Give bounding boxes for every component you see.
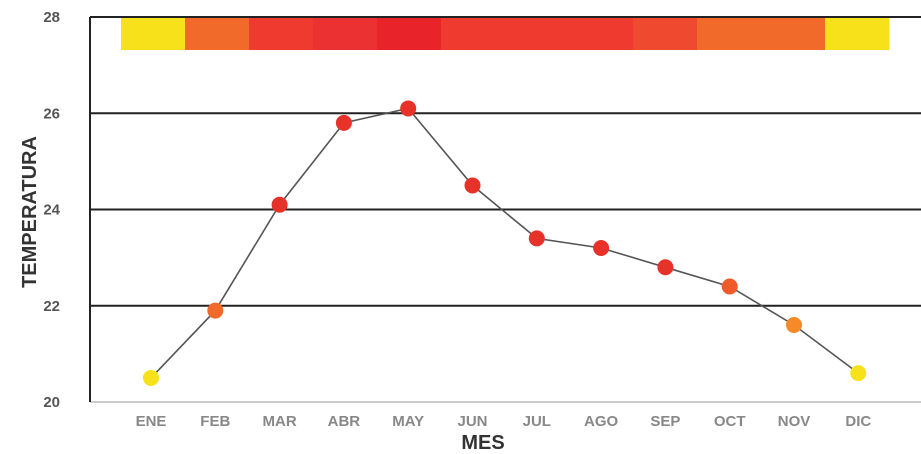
x-tick-feb: FEB (200, 413, 230, 430)
heat-band-cell-nov (761, 17, 826, 50)
x-tick-jul: JUL (523, 413, 551, 430)
y-tick-26: 26 (43, 105, 60, 122)
series-line (150, 107, 859, 379)
data-point-dic (850, 365, 867, 382)
x-tick-jun: JUN (457, 413, 487, 430)
heat-band (121, 17, 890, 50)
data-point-nov (786, 317, 802, 333)
data-point-abr (335, 114, 352, 131)
x-tick-sep: SEP (650, 413, 680, 430)
y-tick-22: 22 (43, 298, 60, 315)
grid-lines (90, 16, 921, 403)
x-axis-title: MES (461, 432, 504, 454)
x-tick-nov: NOV (778, 413, 811, 430)
x-tick-dic: DIC (845, 413, 871, 430)
heat-band-cell-dic (825, 17, 890, 50)
heat-band-cell-may (377, 17, 442, 50)
data-points (143, 100, 867, 386)
heat-band-cell-mar (249, 17, 314, 50)
heat-band-cell-jun (441, 17, 506, 50)
heat-band-cell-jul (505, 17, 570, 50)
y-axis-title: TEMPERATURA (19, 136, 41, 288)
heat-band-cell-sep (633, 17, 698, 50)
y-tick-28: 28 (43, 9, 60, 26)
x-tick-may: MAY (392, 413, 424, 430)
data-point-feb (207, 302, 224, 319)
data-point-may (400, 100, 417, 117)
data-point-oct (721, 278, 738, 295)
heat-band-cell-ago (569, 17, 634, 50)
heat-band-cell-abr (313, 17, 378, 50)
heat-band-cell-oct (697, 17, 762, 50)
data-point-jun (464, 177, 481, 194)
y-tick-labels: 20 22 24 26 28 (43, 9, 60, 411)
data-point-sep (657, 259, 674, 276)
data-point-ene (143, 369, 159, 386)
data-point-jul (528, 230, 545, 247)
x-tick-oct: OCT (714, 413, 746, 430)
y-tick-24: 24 (43, 202, 60, 219)
x-tick-labels: ENE FEB MAR ABR MAY JUN JUL AGO SEP OCT NOV DIC (136, 413, 872, 430)
data-point-ago (593, 240, 610, 256)
x-tick-ago: AGO (584, 413, 619, 430)
heat-band-cell-ene (121, 17, 186, 50)
heat-band-cell-feb (185, 17, 250, 50)
x-tick-abr: ABR (328, 413, 361, 430)
x-tick-mar: MAR (263, 413, 297, 430)
x-tick-ene: ENE (136, 413, 167, 430)
data-point-mar (271, 196, 288, 213)
y-tick-20: 20 (43, 394, 60, 411)
